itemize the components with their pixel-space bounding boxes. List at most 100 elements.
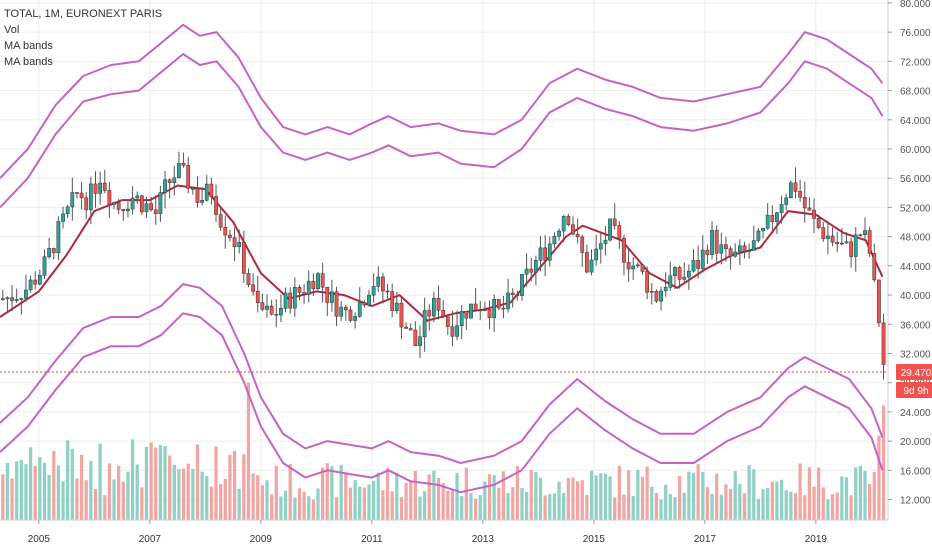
last-price-badge [896, 363, 932, 380]
candle-up [126, 208, 130, 212]
candle-down [473, 303, 478, 311]
candle-down [214, 196, 218, 215]
volume-bar [237, 488, 241, 520]
volume-bar [84, 480, 88, 520]
volume-bar [61, 481, 65, 520]
candle-up [422, 310, 427, 338]
candle-down [399, 302, 404, 328]
candle-down [153, 209, 158, 215]
volume-bar [334, 497, 339, 520]
candle-down [543, 247, 548, 261]
volume-bar [283, 490, 288, 520]
y-tick-label: 52.000 [900, 203, 931, 214]
candle-up [520, 274, 524, 296]
volume-bar [404, 483, 408, 520]
candle-up [733, 251, 738, 257]
volume-bar [353, 480, 357, 520]
volume-bar [163, 446, 167, 520]
x-tick-label: 2017 [694, 534, 717, 545]
volume-bar [654, 493, 659, 520]
candle-down [84, 197, 89, 211]
volume-bar [409, 481, 413, 520]
volume-bar [381, 490, 385, 520]
volume-bar [626, 470, 631, 520]
countdown-text: 9d 9h [903, 386, 928, 397]
candle-up [788, 182, 793, 199]
y-tick-label: 64.000 [900, 116, 931, 127]
band-upper-inner [0, 53, 884, 209]
legend-band-2[interactable]: MA bands [4, 56, 53, 68]
candle-up [719, 244, 724, 254]
volume-bar [52, 451, 56, 520]
candle-down [728, 248, 733, 257]
candle-down [654, 291, 659, 302]
volume-bar [858, 465, 863, 520]
volume-bar [677, 476, 682, 520]
candle-up [459, 311, 464, 326]
volume-bar [117, 465, 121, 520]
candle-down [612, 218, 617, 226]
candle-down [93, 183, 98, 194]
legend-band-1[interactable]: MA bands [4, 40, 53, 52]
volume-bar [28, 447, 33, 520]
candle-down [515, 294, 520, 297]
volume-bar [214, 446, 218, 520]
candle-up [279, 308, 283, 316]
volume-bar [242, 454, 246, 520]
candle-down [575, 233, 580, 238]
candle-down [812, 209, 816, 219]
volume-bar [42, 462, 47, 520]
volume-bar [742, 493, 747, 520]
volume-bar [575, 481, 580, 520]
candle-up [70, 192, 75, 208]
candle-up [432, 298, 436, 317]
volume-bar [562, 493, 566, 520]
volume-bar [288, 463, 292, 520]
y-tick-label: 80.000 [900, 0, 931, 10]
ma-bands [0, 23, 884, 494]
candle-down [724, 244, 728, 250]
volume-bar [107, 463, 112, 520]
volume-bar [205, 475, 209, 520]
candle-down [529, 268, 534, 273]
candle-down [705, 249, 710, 255]
candle-up [858, 234, 863, 237]
volume-bar [580, 480, 584, 520]
candle-up [635, 264, 640, 267]
y-axis-panel [889, 0, 932, 550]
candle-down [793, 182, 798, 192]
volume-bar [770, 481, 774, 520]
volume-bar [826, 499, 830, 520]
volume-bar [548, 494, 552, 520]
volume-bar [325, 463, 329, 520]
candle-down [325, 286, 330, 303]
volume-bar [181, 468, 186, 520]
candle-up [492, 299, 497, 318]
volume-bar [228, 454, 232, 520]
legend-vol[interactable]: Vol [4, 24, 20, 36]
volume-bar [140, 487, 144, 520]
candle-up [598, 243, 603, 250]
volume-bar [455, 473, 459, 520]
candle-up [158, 192, 163, 215]
candle-up [524, 268, 529, 275]
volume-bar [274, 465, 278, 520]
volume-bar [168, 455, 172, 520]
candle-down [427, 310, 432, 317]
candle-down [348, 309, 353, 321]
volume-bar [640, 476, 645, 520]
candle-up [673, 267, 677, 277]
volume-bar [673, 497, 677, 520]
candle-up [761, 227, 765, 232]
volume-bar [877, 435, 881, 520]
volume-bar [348, 487, 353, 520]
volume-bar [664, 484, 668, 520]
candle-down [830, 235, 835, 243]
volume-bar [469, 492, 473, 520]
candle-down [10, 297, 14, 301]
y-tick-label: 24.000 [900, 408, 931, 419]
candle-down [102, 182, 107, 191]
